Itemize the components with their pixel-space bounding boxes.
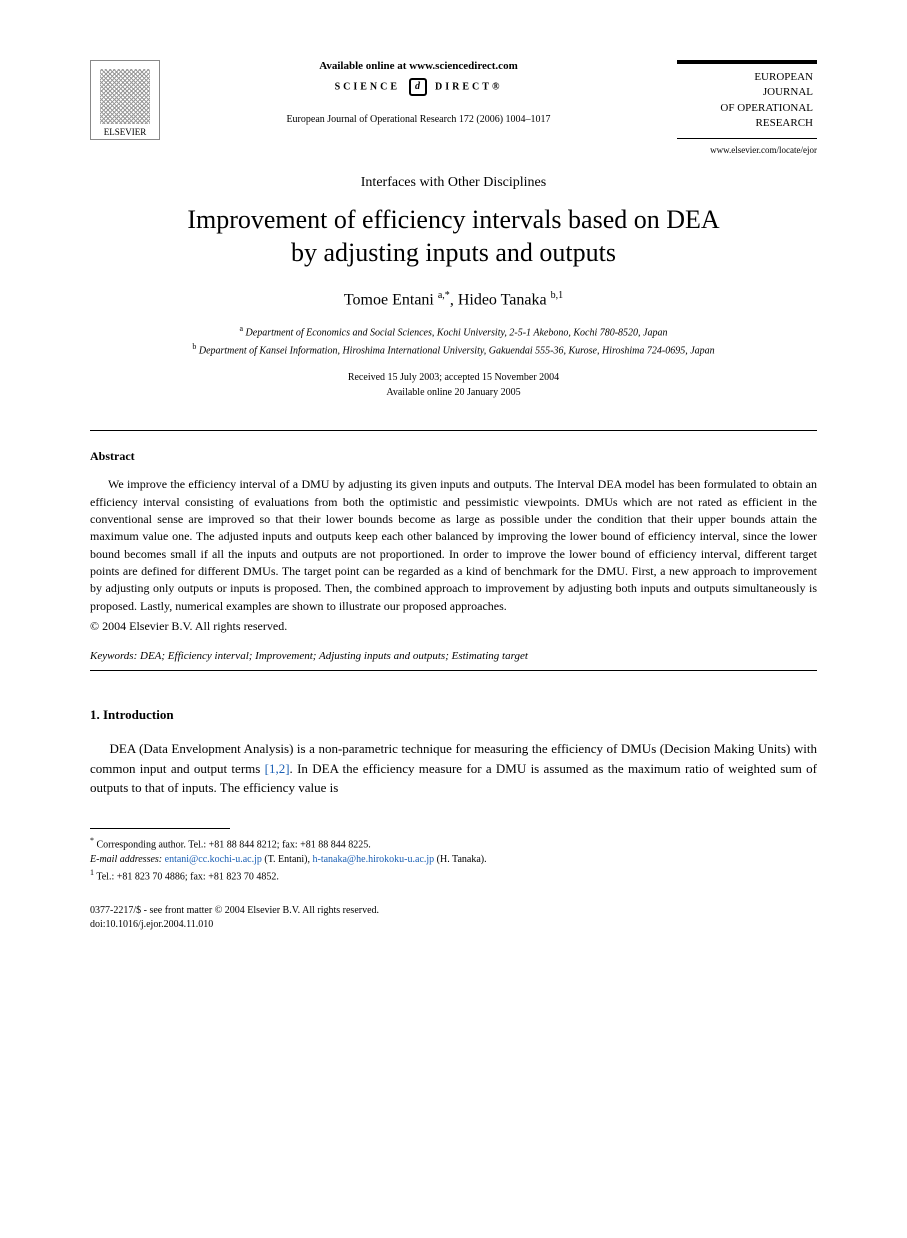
fn1-text: Tel.: +81 823 70 4886; fax: +81 823 70 4… [96, 871, 279, 882]
divider-top [90, 430, 817, 431]
aff-b-sup: b [192, 342, 196, 351]
email-addresses: E-mail addresses: entani@cc.kochi-u.ac.j… [90, 852, 817, 867]
email1-author: (T. Entani), [262, 854, 313, 865]
aff-a-sup: a [239, 324, 243, 333]
doi-line: doi:10.1016/j.ejor.2004.11.010 [90, 918, 817, 932]
affiliations: a Department of Economics and Social Sci… [90, 323, 817, 358]
email1[interactable]: entani@cc.kochi-u.ac.jp [165, 854, 262, 865]
abstract-copyright: © 2004 Elsevier B.V. All rights reserved… [90, 619, 817, 634]
article-dates: Received 15 July 2003; accepted 15 Novem… [90, 370, 817, 400]
journal-box-container: EUROPEAN JOURNAL OF OPERATIONAL RESEARCH… [677, 60, 817, 155]
fn1-sup: 1 [90, 868, 94, 877]
journal-reference: European Journal of Operational Research… [180, 114, 657, 125]
journal-url[interactable]: www.elsevier.com/locate/ejor [677, 145, 817, 155]
authors: Tomoe Entani a,*, Hideo Tanaka b,1 [90, 290, 817, 309]
corr-text: Corresponding author. Tel.: +81 88 844 8… [97, 839, 371, 850]
journal-box-line3: OF OPERATIONAL [681, 101, 813, 116]
corr-sup: * [90, 836, 94, 845]
elsevier-tree-icon [100, 69, 150, 124]
available-online-date: Available online 20 January 2005 [90, 385, 817, 400]
received-date: Received 15 July 2003; accepted 15 Novem… [90, 370, 817, 385]
abstract-body: We improve the efficiency interval of a … [90, 476, 817, 615]
article-title: Improvement of efficiency intervals base… [90, 203, 817, 271]
email2-author: (H. Tanaka). [434, 854, 486, 865]
sd-left: SCIENCE [335, 81, 400, 92]
journal-title-box: EUROPEAN JOURNAL OF OPERATIONAL RESEARCH [677, 60, 817, 139]
author1-name: Tomoe Entani [344, 291, 434, 308]
keywords-text: DEA; Efficiency interval; Improvement; A… [137, 650, 528, 662]
science-direct-logo: SCIENCE d DIRECT® [180, 78, 657, 96]
intro-heading: 1. Introduction [90, 707, 817, 723]
header-row: ELSEVIER Available online at www.science… [90, 60, 817, 155]
title-line2: by adjusting inputs and outputs [90, 236, 817, 270]
ref-link-1-2[interactable]: [1,2] [265, 761, 290, 776]
available-online-text: Available online at www.sciencedirect.co… [180, 60, 657, 72]
issn-line: 0377-2217/$ - see front matter © 2004 El… [90, 904, 817, 918]
journal-box-line1: EUROPEAN [681, 70, 813, 85]
email-label: E-mail addresses: [90, 854, 165, 865]
author2-sup: b,1 [551, 290, 564, 301]
section-label: Interfaces with Other Disciplines [90, 175, 817, 191]
email2[interactable]: h-tanaka@he.hirokoku-u.ac.jp [313, 854, 435, 865]
keywords: Keywords: DEA; Efficiency interval; Impr… [90, 650, 817, 662]
footnotes: * Corresponding author. Tel.: +81 88 844… [90, 835, 817, 885]
aff-a-text: Department of Economics and Social Scien… [246, 328, 668, 339]
intro-body: DEA (Data Envelopment Analysis) is a non… [90, 739, 817, 798]
author2-name: Hideo Tanaka [458, 291, 547, 308]
sciencedirect-d-icon: d [409, 78, 427, 96]
footnote-divider [90, 828, 230, 829]
author1-sup: a,* [438, 290, 450, 301]
journal-box-line4: RESEARCH [681, 116, 813, 131]
aff-b-text: Department of Kansei Information, Hirosh… [199, 345, 715, 356]
publisher-name: ELSEVIER [104, 127, 147, 137]
affiliation-b: b Department of Kansei Information, Hiro… [90, 341, 817, 358]
footnote-1: 1 Tel.: +81 823 70 4886; fax: +81 823 70… [90, 867, 817, 884]
center-header: Available online at www.sciencedirect.co… [160, 60, 677, 125]
abstract-heading: Abstract [90, 449, 817, 464]
elsevier-logo: ELSEVIER [90, 60, 160, 140]
keywords-label: Keywords: [90, 650, 137, 662]
corresponding-author-note: * Corresponding author. Tel.: +81 88 844… [90, 835, 817, 852]
divider-bottom [90, 670, 817, 671]
affiliation-a: a Department of Economics and Social Sci… [90, 323, 817, 340]
title-line1: Improvement of efficiency intervals base… [90, 203, 817, 237]
sd-right: DIRECT® [435, 81, 502, 92]
bottom-info: 0377-2217/$ - see front matter © 2004 El… [90, 904, 817, 932]
journal-box-line2: JOURNAL [681, 85, 813, 100]
